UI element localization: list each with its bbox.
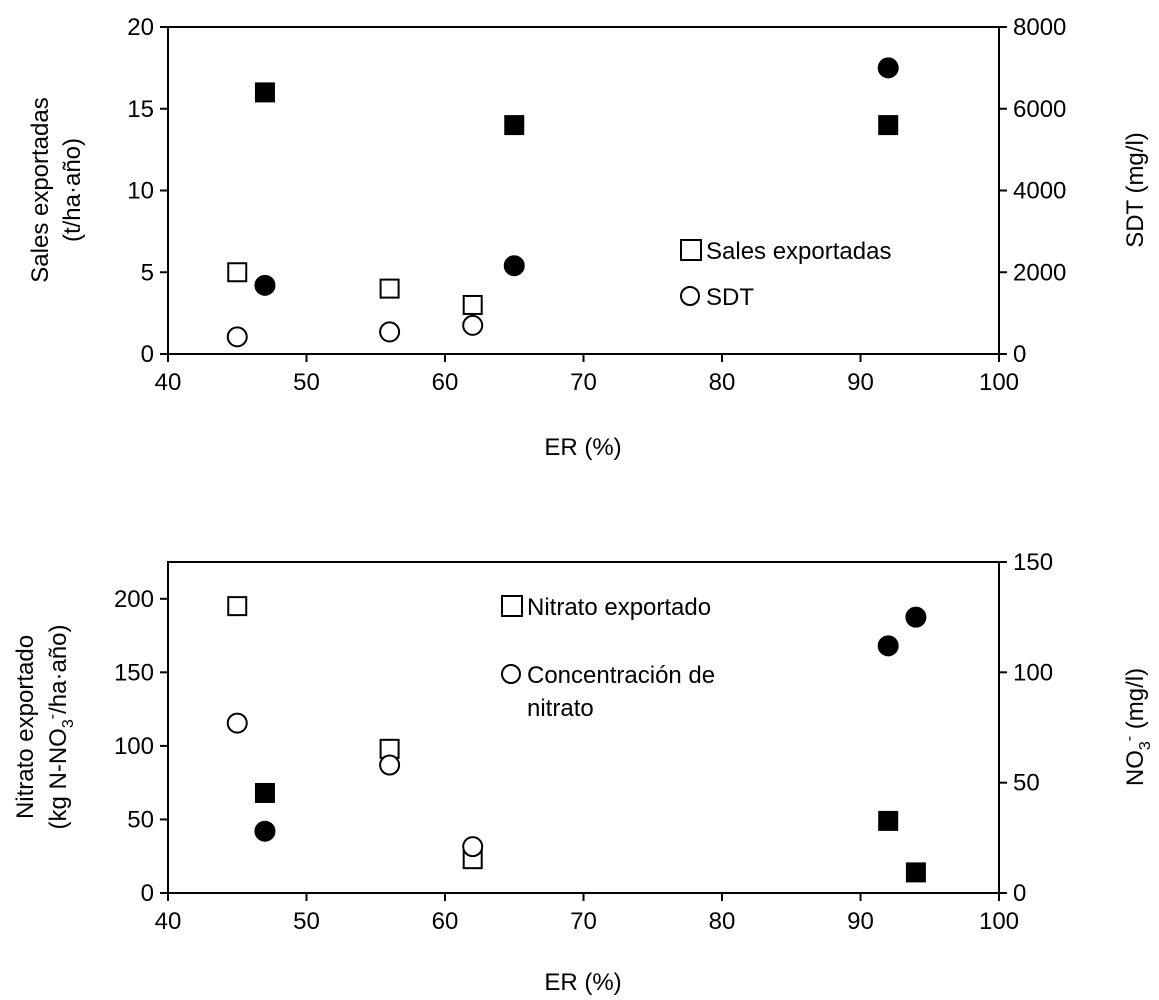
bottom-point-circle-filled	[877, 635, 899, 657]
top-plot-area	[167, 26, 1000, 355]
top-point-square-filled	[878, 115, 899, 136]
top-y2-axis-label: SDT (mg/l)	[1122, 132, 1149, 248]
top-point-circle-open	[462, 314, 484, 336]
bottom-x-tick-label: 50	[293, 908, 320, 935]
top-point-square-open	[227, 262, 248, 283]
top-legend-circle-marker	[680, 286, 700, 306]
top-y2-tick-label: 6000	[1013, 96, 1066, 123]
top-x-axis-label: ER (%)	[544, 434, 621, 461]
top-point-circle-open	[379, 321, 401, 343]
top-y-tick-label: 15	[127, 96, 154, 123]
top-x-tick-label: 80	[709, 369, 736, 396]
bottom-legend-square-marker	[501, 595, 523, 617]
top-point-square-filled	[504, 115, 525, 136]
bottom-y-axis-label-units: (kg N-NO3-/ha·año)	[44, 625, 77, 830]
bottom-y2-axis-label: NO3- (mg/l)	[1121, 668, 1154, 786]
top-y2-tick-label: 0	[1013, 341, 1026, 368]
bottom-y-tick-label: 100	[114, 733, 154, 760]
top-x-tick-label: 50	[293, 369, 320, 396]
top-chart: 40 50 60 70 80 90 1000510152002000400060008000…	[27, 14, 1149, 461]
top-x-tick-label: 60	[432, 369, 459, 396]
bottom-legend-entry-concentracion: Concentración de	[527, 662, 715, 689]
top-point-square-filled	[254, 82, 275, 103]
top-y2-tick-label: 2000	[1013, 259, 1066, 286]
top-legend-entry-sdt: SDT	[706, 284, 754, 311]
top-legend-square-marker	[680, 239, 702, 261]
bottom-y-tick-label: 50	[127, 806, 154, 833]
top-point-circle-filled	[254, 274, 276, 296]
bottom-x-tick-label: 60	[432, 908, 459, 935]
bottom-data-marks	[226, 596, 927, 883]
top-y-tick-label: 10	[127, 178, 154, 205]
top-data-marks	[226, 57, 899, 348]
top-point-square-open	[379, 278, 400, 299]
bottom-y-tick-label: 0	[141, 880, 154, 907]
bottom-x-tick-label: 40	[155, 908, 182, 935]
top-point-circle-filled	[503, 255, 525, 277]
top-y2-tick-label: 8000	[1013, 14, 1066, 41]
bottom-point-square-open	[227, 596, 248, 617]
top-x-tick-label: 70	[570, 369, 597, 396]
top-y-axis-label-units: (t/ha·año)	[59, 138, 86, 242]
top-point-circle-filled	[877, 57, 899, 79]
top-legend-entry-sales: Sales exportadas	[706, 238, 891, 265]
bottom-y2-tick-label: 100	[1013, 659, 1053, 686]
bottom-point-circle-open	[462, 836, 484, 858]
bottom-legend: Nitrato exportado Concentración de nitra…	[501, 594, 715, 722]
bottom-point-circle-open	[226, 712, 248, 734]
bottom-y2-tick-label: 0	[1013, 880, 1026, 907]
top-x-tick-label: 100	[979, 369, 1019, 396]
bottom-point-circle-filled	[254, 820, 276, 842]
top-y-tick-label: 0	[141, 341, 154, 368]
top-x-tick-label: 40	[155, 369, 182, 396]
bottom-y-tick-label: 200	[114, 586, 154, 613]
bottom-x-tick-label: 70	[570, 908, 597, 935]
top-y-tick-label: 20	[127, 14, 154, 41]
bottom-x-tick-label: 90	[847, 908, 874, 935]
bottom-x-tick-label: 80	[709, 908, 736, 935]
bottom-point-square-filled	[254, 782, 275, 803]
bottom-legend-entry-concentracion-cont: nitrato	[527, 695, 594, 722]
bottom-point-circle-open	[379, 754, 401, 776]
top-point-circle-open	[226, 326, 248, 348]
bottom-y-axis-label: Nitrato exportado	[12, 635, 39, 819]
bottom-point-circle-filled	[905, 606, 927, 628]
top-y2-tick-label: 4000	[1013, 178, 1066, 205]
bottom-y-tick-label: 150	[114, 659, 154, 686]
bottom-point-square-filled	[878, 810, 899, 831]
bottom-y2-tick-label: 150	[1013, 549, 1053, 576]
bottom-y2-tick-label: 50	[1013, 770, 1040, 797]
bottom-x-axis-label: ER (%)	[544, 969, 621, 996]
top-legend: Sales exportadas SDT	[680, 238, 891, 311]
bottom-point-square-filled	[905, 862, 926, 883]
top-point-square-open	[462, 294, 483, 315]
top-y-axis-label: Sales exportadas	[27, 97, 54, 282]
bottom-legend-circle-marker	[501, 664, 521, 684]
top-x-tick-label: 90	[847, 369, 874, 396]
bottom-legend-entry-nitrato: Nitrato exportado	[527, 594, 711, 621]
top-y-tick-label: 5	[141, 259, 154, 286]
bottom-x-tick-label: 100	[979, 908, 1019, 935]
